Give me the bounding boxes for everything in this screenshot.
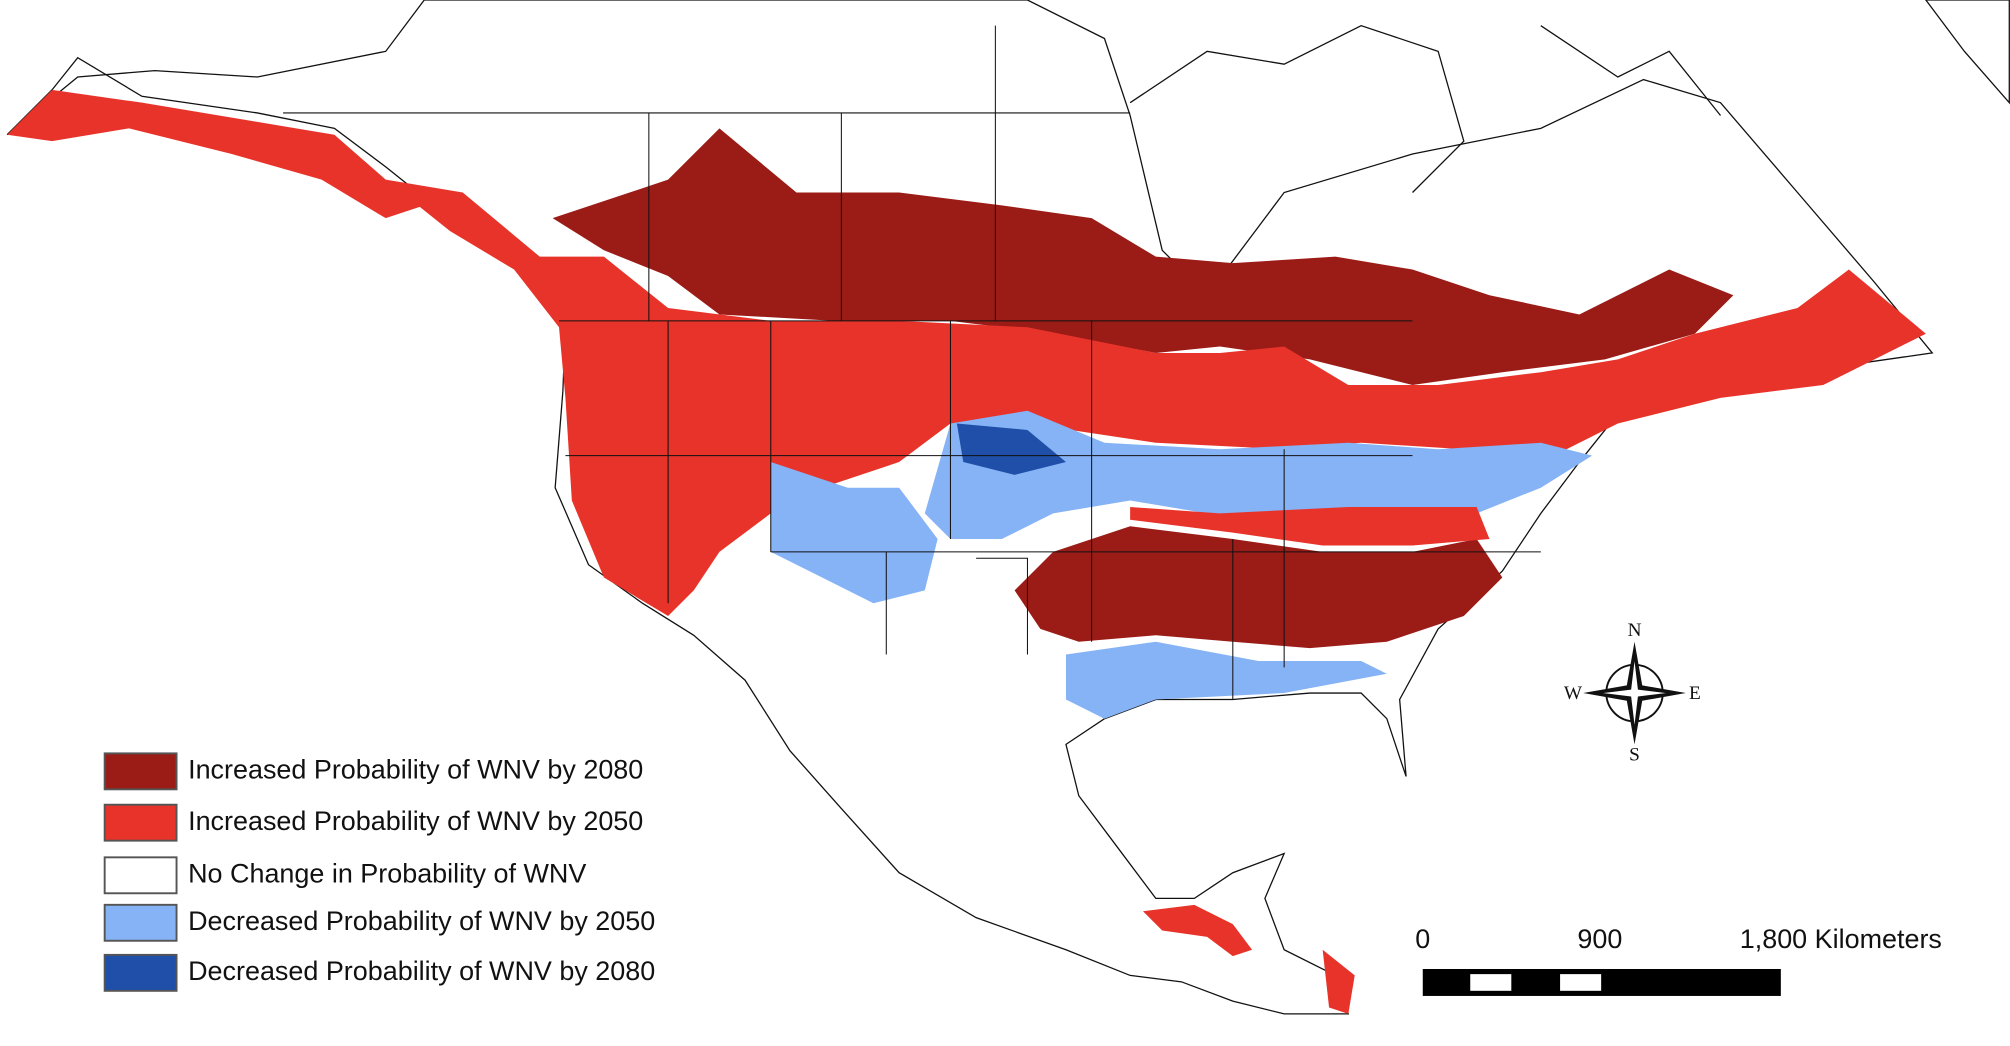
- legend-label: No Change in Probability of WNV: [188, 858, 586, 888]
- canada-islands: [1129, 24, 1722, 193]
- legend-swatch: [103, 903, 178, 942]
- compass-star-inner: [1598, 657, 1671, 730]
- scale-bar-segment: [1560, 974, 1602, 991]
- scale-label: 900: [1577, 924, 1622, 954]
- compass-north: N: [1628, 620, 1642, 641]
- compass-rose: N S E W: [1564, 620, 1701, 765]
- greenland-coast: [1925, 0, 2010, 105]
- region-decrease-2080: [956, 423, 1066, 475]
- compass-east: E: [1689, 683, 1701, 704]
- scale-label: 1,800 Kilometers: [1740, 924, 1942, 954]
- scale-label: 0: [1415, 924, 1430, 954]
- legend-label: Increased Probability of WNV by 2050: [188, 806, 643, 836]
- region-2050-central-america: [1142, 904, 1355, 1014]
- legend: Increased Probability of WNV by 2080 Incr…: [103, 752, 655, 992]
- legend-label: Decreased Probability of WNV by 2050: [188, 906, 655, 936]
- scale-bar: 0 900 1,800 Kilometers: [1415, 924, 1942, 996]
- compass-west: W: [1564, 683, 1583, 704]
- legend-label: Increased Probability of WNV by 2080: [188, 754, 643, 784]
- legend-swatch: [103, 953, 178, 992]
- borders: [283, 25, 1541, 700]
- scale-bar-segment: [1470, 974, 1512, 991]
- region-decrease-2050-gulf: [1065, 641, 1387, 719]
- legend-label: Decreased Probability of WNV by 2080: [188, 956, 655, 986]
- compass-south: S: [1629, 744, 1640, 765]
- map-geography: [6, 0, 2010, 1015]
- legend-swatch: [103, 752, 178, 791]
- region-2080-south: [1014, 526, 1503, 649]
- region-2050-south: [1130, 506, 1490, 546]
- region-2050-alaska: [7, 89, 425, 219]
- legend-swatch: [103, 803, 178, 842]
- legend-swatch: [103, 856, 178, 895]
- region-decrease-2050-west: [770, 462, 938, 604]
